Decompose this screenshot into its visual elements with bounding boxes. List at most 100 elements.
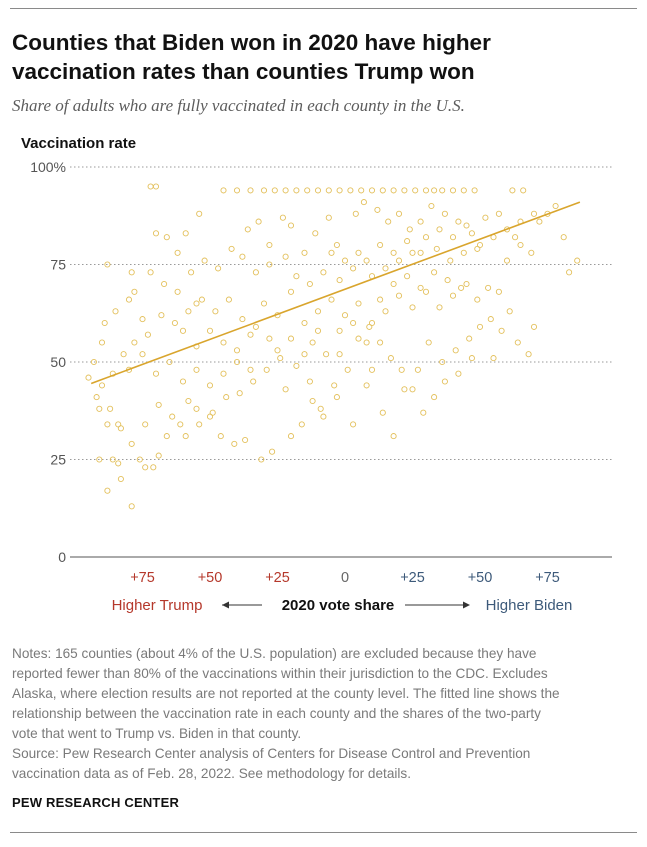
data-point [433, 245, 440, 252]
data-point [552, 202, 559, 210]
data-point [250, 378, 257, 385]
data-point [566, 269, 573, 276]
data-point [328, 296, 335, 303]
data-point [247, 366, 254, 373]
data-point [530, 210, 538, 217]
x-tick-label-biden-50: +50 [468, 570, 493, 586]
data-point [96, 405, 103, 412]
data-point [198, 296, 205, 303]
data-point [104, 261, 111, 268]
data-point [379, 409, 386, 416]
data-point [377, 339, 384, 346]
data-point [471, 187, 478, 194]
data-point [217, 433, 224, 440]
y-tick-label-75: 75 [50, 257, 66, 273]
data-point [487, 316, 494, 323]
data-point [152, 230, 160, 237]
data-point [193, 405, 200, 412]
data-point [155, 401, 162, 408]
data-point [514, 339, 521, 346]
data-point [252, 323, 259, 330]
data-point [333, 241, 340, 249]
data-point [390, 433, 397, 440]
chart-title-line-1: Counties that Biden won in 2020 have hig… [12, 30, 491, 55]
data-point [455, 370, 462, 377]
data-point [282, 187, 289, 194]
data-point [293, 362, 300, 369]
data-point [325, 187, 332, 194]
data-point [382, 265, 389, 272]
data-point [482, 214, 489, 221]
x-tick-label-trump-50: +50 [198, 570, 223, 586]
data-point [298, 421, 305, 428]
data-point [468, 230, 475, 237]
data-point [412, 187, 419, 194]
data-point [441, 378, 448, 385]
data-point [131, 288, 138, 295]
data-point [169, 413, 176, 420]
y-tick-label-100: 100% [30, 159, 66, 175]
data-point [377, 241, 384, 249]
y-tick-label-25: 25 [50, 452, 66, 468]
data-point [439, 358, 446, 366]
data-point [282, 386, 289, 393]
data-point [306, 378, 313, 385]
data-point [147, 269, 154, 276]
data-point [309, 397, 316, 405]
data-point [201, 257, 208, 264]
data-point [260, 187, 268, 194]
data-point [350, 265, 357, 272]
data-point [158, 312, 165, 319]
data-point [258, 456, 265, 463]
notes-line-5: vote that went to Trump vs. Biden in tha… [12, 726, 302, 741]
data-point [182, 433, 189, 440]
data-point [139, 351, 146, 358]
data-point [142, 421, 149, 428]
data-point [363, 257, 370, 264]
data-point [96, 456, 103, 463]
data-point [174, 288, 181, 295]
data-point [341, 257, 349, 264]
data-point [93, 394, 100, 401]
data-point [274, 347, 281, 354]
data-point [385, 218, 392, 225]
data-point [271, 187, 278, 194]
data-point [441, 210, 448, 217]
data-point [212, 308, 219, 315]
data-point [517, 241, 524, 249]
data-point [417, 218, 424, 225]
data-point [449, 234, 457, 241]
data-point [188, 269, 195, 276]
data-point [344, 366, 351, 373]
data-point [128, 269, 135, 276]
data-point [460, 249, 467, 256]
data-point [574, 257, 581, 264]
data-point [277, 355, 284, 362]
data-point [358, 187, 365, 194]
data-point [312, 230, 319, 237]
data-point [144, 331, 151, 338]
data-point [436, 304, 443, 311]
data-point [314, 187, 322, 194]
data-point [233, 358, 241, 366]
data-point [336, 187, 343, 194]
data-point [147, 183, 154, 190]
data-point [179, 378, 187, 385]
data-point [331, 382, 338, 389]
chart-notes: Notes: 165 counties (about 4% of the U.S… [12, 644, 632, 784]
data-point [490, 355, 497, 362]
data-point [422, 187, 430, 194]
data-point [242, 436, 249, 444]
data-point [244, 226, 251, 233]
data-point [193, 366, 200, 373]
data-point [444, 277, 451, 284]
data-point [98, 382, 106, 389]
data-point [266, 261, 273, 268]
data-point [368, 187, 376, 194]
x-axis-title: 2020 vote share [282, 597, 395, 614]
top-rule [10, 8, 637, 9]
data-point [368, 319, 376, 327]
data-point [247, 331, 254, 338]
data-point [228, 245, 235, 252]
higher-biden-label: Higher Biden [486, 597, 573, 614]
